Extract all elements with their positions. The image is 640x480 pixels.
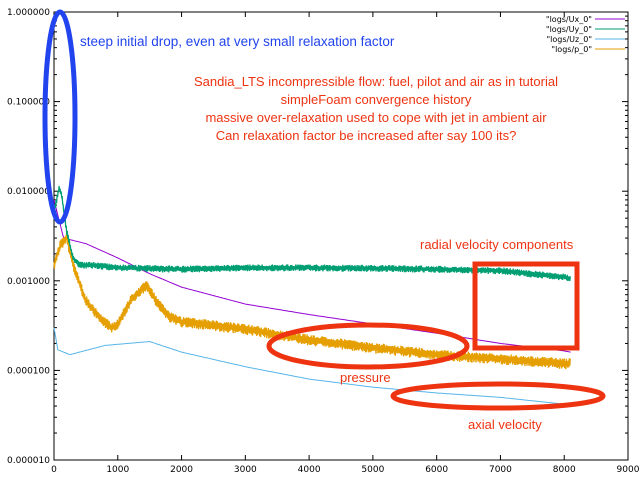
annotation-pressure: pressure [340, 370, 391, 385]
series-line-logs-uy-0 [53, 185, 571, 282]
x-tick-label: 7000 [489, 465, 512, 475]
annotation-axial: axial velocity [468, 417, 542, 432]
annotation-description-line-2: simpleFoam convergence history [281, 92, 472, 107]
y-tick-label: 0.010000 [7, 187, 50, 197]
series-line-logs-p-0 [53, 234, 571, 370]
legend-label-uz: "logs/Uz_0" [546, 35, 592, 44]
y-tick-label: 0.000100 [7, 366, 50, 376]
steep-drop-ellipse [42, 9, 78, 225]
y-tick-label: 0.001000 [7, 277, 50, 287]
legend: "logs/Ux_0" "logs/Uy_0" "logs/Uz_0" "log… [546, 15, 625, 54]
x-tick-label: 2000 [170, 465, 193, 475]
legend-label-ux: "logs/Ux_0" [546, 15, 592, 24]
legend-label-p: "logs/p_0" [551, 45, 592, 54]
x-tick-label: 1000 [106, 465, 129, 475]
annotation-description-line-4: Can relaxation factor be increased after… [216, 128, 517, 143]
annotation-description-line-3: massive over-relaxation used to cope wit… [205, 110, 547, 125]
x-axis-ticks: 0 1000 2000 3000 4000 5000 6000 7000 8000 9000 [51, 12, 640, 475]
series-line-logs-uz-0 [53, 327, 571, 407]
series-layer [53, 185, 571, 407]
annotation-description-line-1: Sandia_LTS incompressible flow: fuel, pi… [194, 74, 558, 89]
plot-frame [53, 11, 629, 461]
x-tick-label: 9000 [617, 465, 640, 475]
annotation-steep-drop: steep initial drop, even at very small r… [80, 34, 395, 49]
axial-ellipse [390, 381, 606, 411]
x-tick-label: 3000 [234, 465, 257, 475]
legend-label-uy: "logs/Uy_0" [546, 25, 592, 34]
y-tick-label: 0.000010 [7, 456, 50, 466]
radial-box [472, 261, 580, 351]
y-tick-label: 1.000000 [7, 8, 50, 18]
annotation-radial: radial velocity components [420, 237, 574, 252]
pressure-ellipse [266, 322, 470, 370]
annotations: steep initial drop, even at very small r… [42, 9, 606, 432]
x-tick-label: 5000 [361, 465, 384, 475]
x-tick-label: 0 [51, 465, 57, 475]
x-tick-label: 6000 [425, 465, 448, 475]
x-tick-label: 8000 [553, 465, 576, 475]
y-axis-ticks: 0.000010 0.000100 0.001000 0.010000 0.100000… [7, 8, 628, 466]
y-tick-label: 0.100000 [7, 98, 50, 108]
x-tick-label: 4000 [298, 465, 321, 475]
